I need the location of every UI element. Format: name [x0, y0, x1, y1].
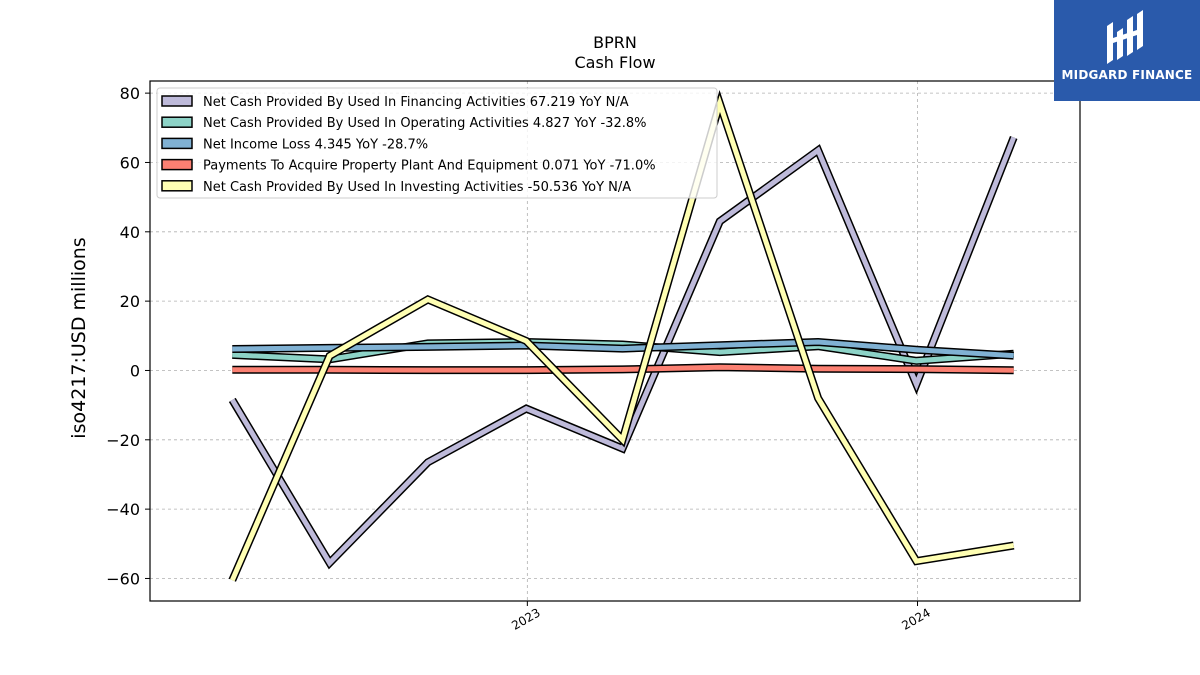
- chart-subtitle: Cash Flow: [574, 53, 655, 72]
- logo-text: MIDGARD FINANCE: [1061, 68, 1193, 82]
- series-line-fill: [232, 364, 1014, 373]
- legend-label: Net Cash Provided By Used In Financing A…: [203, 95, 629, 110]
- series-line-2: [232, 337, 1014, 360]
- legend-label: Net Cash Provided By Used In Investing A…: [203, 180, 631, 195]
- y-tick-label: 40: [120, 223, 140, 242]
- series-line-3: [232, 363, 1014, 375]
- legend: Net Cash Provided By Used In Financing A…: [156, 87, 718, 199]
- series-line-fill: [230, 95, 1015, 582]
- chart-title: BPRN: [593, 33, 637, 52]
- y-tick-label: 20: [120, 292, 140, 311]
- y-tick-label: −40: [106, 500, 140, 519]
- x-axis-ticks: 2023 2024: [509, 601, 933, 633]
- legend-item: Net Cash Provided By Used In Operating A…: [161, 116, 646, 131]
- y-tick-label: 60: [120, 153, 140, 172]
- legend-swatch: [161, 116, 193, 128]
- y-axis-label: iso4217:USD millions: [68, 237, 90, 438]
- legend-swatch: [161, 95, 193, 107]
- legend-swatch: [161, 137, 193, 150]
- x-tick-label: 2024: [899, 605, 932, 632]
- legend-box: [156, 87, 718, 199]
- legend-label: Net Income Loss 4.345 YoY -28.7%: [203, 137, 428, 152]
- series-line-1: [232, 337, 1014, 365]
- y-tick-label: 0: [130, 361, 140, 380]
- x-tick-label: 2023: [509, 605, 542, 632]
- y-axis-ticks: 80 60 40 20 0 −20 −40 −60: [106, 84, 150, 588]
- midgard-logo: MIDGARD FINANCE: [1054, 0, 1200, 101]
- series-line-0: [228, 136, 1018, 570]
- legend-item: Payments To Acquire Property Plant And E…: [161, 158, 656, 174]
- series-line-fill: [232, 339, 1014, 364]
- legend-swatch: [161, 180, 193, 192]
- y-tick-label: −20: [106, 431, 140, 450]
- series-line-fill: [232, 339, 1014, 359]
- legend-item: Net Cash Provided By Used In Investing A…: [161, 180, 631, 195]
- legend-label: Payments To Acquire Property Plant And E…: [203, 159, 656, 174]
- plot-frame: [149, 80, 1081, 602]
- y-tick-label: 80: [120, 84, 140, 103]
- legend-item: Net Income Loss 4.345 YoY -28.7%: [161, 137, 428, 152]
- series-line-4: [228, 90, 1015, 582]
- legend-item: Net Cash Provided By Used In Financing A…: [161, 95, 629, 110]
- y-tick-label: −60: [106, 569, 140, 588]
- midgard-logo-icon: [1107, 10, 1143, 64]
- legend-label: Net Cash Provided By Used In Operating A…: [203, 116, 646, 131]
- series-lines: [228, 90, 1018, 582]
- series-line-fill: [230, 136, 1017, 567]
- legend-swatch: [161, 158, 193, 171]
